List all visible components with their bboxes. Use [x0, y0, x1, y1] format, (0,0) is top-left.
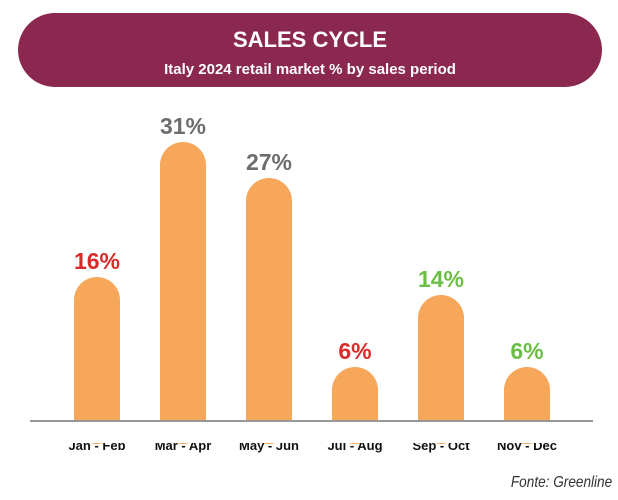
chart-subtitle: Italy 2024 retail market % by sales peri…	[164, 61, 456, 78]
bar	[160, 142, 206, 444]
axis-mask	[0, 421, 618, 443]
source-note: Fonte: Greenline	[510, 474, 612, 491]
data-label: 6%	[338, 338, 371, 364]
data-label: 16%	[74, 248, 120, 274]
data-label: 31%	[160, 113, 206, 139]
chart-header: SALES CYCLE Italy 2024 retail market % b…	[18, 13, 602, 87]
bar	[418, 295, 464, 444]
data-label: 27%	[246, 149, 292, 175]
data-label: 14%	[418, 266, 464, 292]
bar	[246, 178, 292, 444]
data-label: 6%	[510, 338, 543, 364]
bar	[74, 277, 120, 444]
chart-title: SALES CYCLE	[232, 27, 388, 52]
